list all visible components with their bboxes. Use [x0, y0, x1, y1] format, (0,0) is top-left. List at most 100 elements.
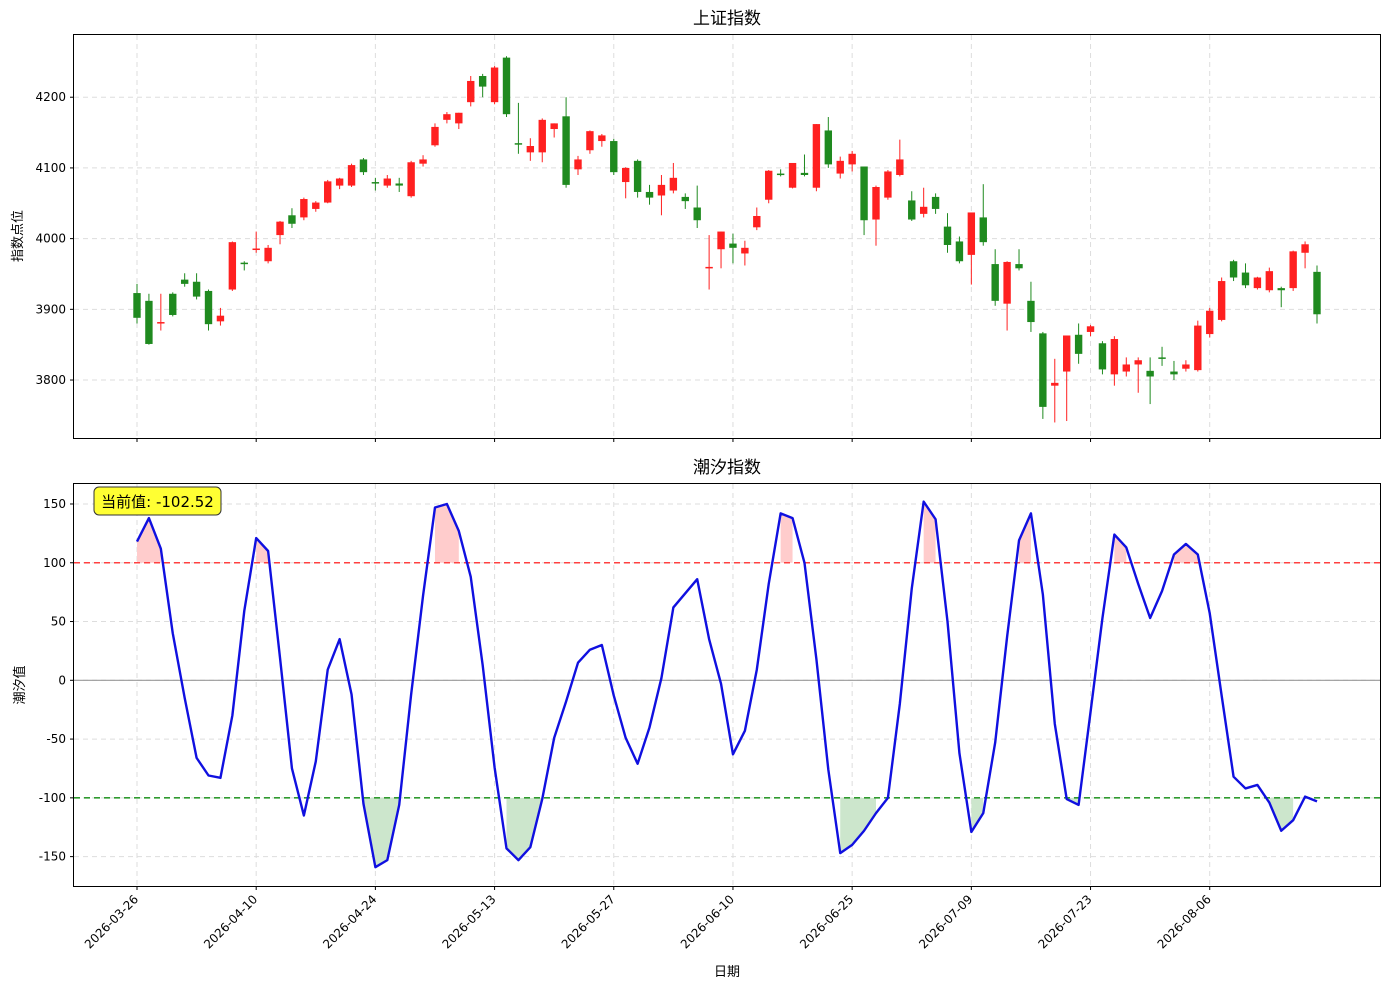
candle-body [1241, 272, 1250, 286]
candle [312, 201, 320, 212]
candle [1170, 360, 1178, 381]
candle-body [347, 165, 356, 186]
x-tick-label: 2026-07-23 [1035, 892, 1094, 951]
candle [1158, 346, 1166, 366]
tide-plot-frame [73, 483, 1381, 887]
candle [693, 185, 701, 229]
candle-body [1194, 325, 1202, 371]
candle [1015, 249, 1023, 271]
candle [407, 160, 415, 198]
candle-body [228, 242, 237, 290]
candle [848, 150, 856, 172]
candlestick-y-tick-label: 4000 [35, 232, 66, 246]
candle [681, 193, 689, 209]
candle [216, 307, 225, 326]
current-value-text: 当前值: -102.52 [101, 493, 214, 511]
tide-x-ticks: 2026-03-26 2026-04-10 2026-04-24 2026-05-13… [82, 886, 1214, 951]
tide-y-tick-label: 100 [43, 556, 66, 570]
candle [836, 156, 844, 179]
candle [645, 184, 654, 205]
candle-body [467, 80, 475, 103]
candle [1229, 259, 1238, 282]
candlestick-plot-frame [73, 34, 1381, 439]
candle-body [395, 183, 403, 186]
candle-body [908, 200, 916, 220]
candle-body [931, 196, 940, 209]
candle-body [216, 315, 225, 322]
candle-body [1217, 281, 1226, 320]
overbought-fill [1019, 513, 1031, 563]
candle-body [133, 293, 141, 318]
candlestick-y-ticks: 3800 3900 4000 4100 4200 [35, 90, 74, 387]
overbought-fill [1114, 534, 1127, 563]
candle [1074, 323, 1083, 364]
x-tick-label: 2026-04-10 [201, 892, 260, 951]
candle [1063, 335, 1071, 422]
candle [824, 117, 833, 168]
candle [264, 244, 272, 264]
candle-body [371, 182, 380, 184]
candle-body [1277, 288, 1285, 291]
candle [180, 273, 189, 287]
tide-y-tick-label: 0 [58, 673, 66, 687]
candle-body [669, 177, 678, 191]
candlestick-y-tick-label: 3900 [35, 302, 66, 316]
candle [1194, 320, 1202, 372]
candle [586, 130, 594, 154]
candle-body [324, 181, 332, 203]
overbought-fill [1173, 543, 1198, 563]
candle [1134, 357, 1142, 393]
oversold-fill [971, 797, 984, 832]
overbought-fill [137, 518, 161, 563]
tide-y-tick-label: -100 [39, 791, 66, 805]
candle [1003, 261, 1011, 331]
candle-body [383, 178, 391, 186]
candle [1086, 324, 1095, 337]
candle [478, 73, 487, 98]
candle [979, 184, 987, 246]
candle-body [1206, 310, 1214, 335]
candle-body [407, 162, 415, 197]
candle-body [180, 279, 189, 284]
candlestick-y-tick-label: 3800 [35, 373, 66, 387]
candle [705, 235, 713, 290]
tide-y-tick-label: 150 [43, 497, 66, 511]
tide-y-ticks: -150 -100 -50 0 50 100 150 [39, 497, 74, 864]
candle [359, 158, 368, 175]
candle [753, 207, 761, 231]
candle [538, 118, 546, 163]
candle [1122, 357, 1130, 377]
candle-body [621, 167, 630, 183]
candle [598, 133, 606, 147]
candle [633, 159, 642, 198]
candle [717, 231, 725, 269]
candle [657, 174, 666, 216]
candle [1051, 358, 1059, 423]
candle [1110, 336, 1119, 386]
candle [514, 102, 523, 154]
candle-body [800, 172, 809, 175]
candle-body [955, 241, 964, 262]
candle-body [1063, 335, 1071, 372]
candle [1301, 241, 1309, 269]
candle [1206, 307, 1214, 338]
candle-body [550, 123, 558, 130]
x-tick-label: 2026-06-10 [678, 892, 737, 951]
oversold-fill [1269, 797, 1294, 831]
candle [288, 208, 296, 229]
candle [431, 123, 439, 147]
candle [967, 212, 976, 285]
candle [1039, 331, 1047, 419]
x-tick-label: 2026-06-25 [797, 892, 856, 951]
overbought-fill [256, 538, 269, 563]
candle-body [169, 293, 177, 315]
candle-body [335, 178, 344, 186]
candle-body [1003, 261, 1011, 304]
candle [169, 292, 177, 317]
candle [1146, 357, 1154, 405]
candle-body [741, 247, 749, 254]
candlestick-gridlines [74, 35, 1380, 438]
tide-chart-title: 潮汐指数 [693, 458, 761, 478]
candle-body [788, 162, 797, 188]
candlestick-x-tick-marks [136, 438, 1211, 442]
